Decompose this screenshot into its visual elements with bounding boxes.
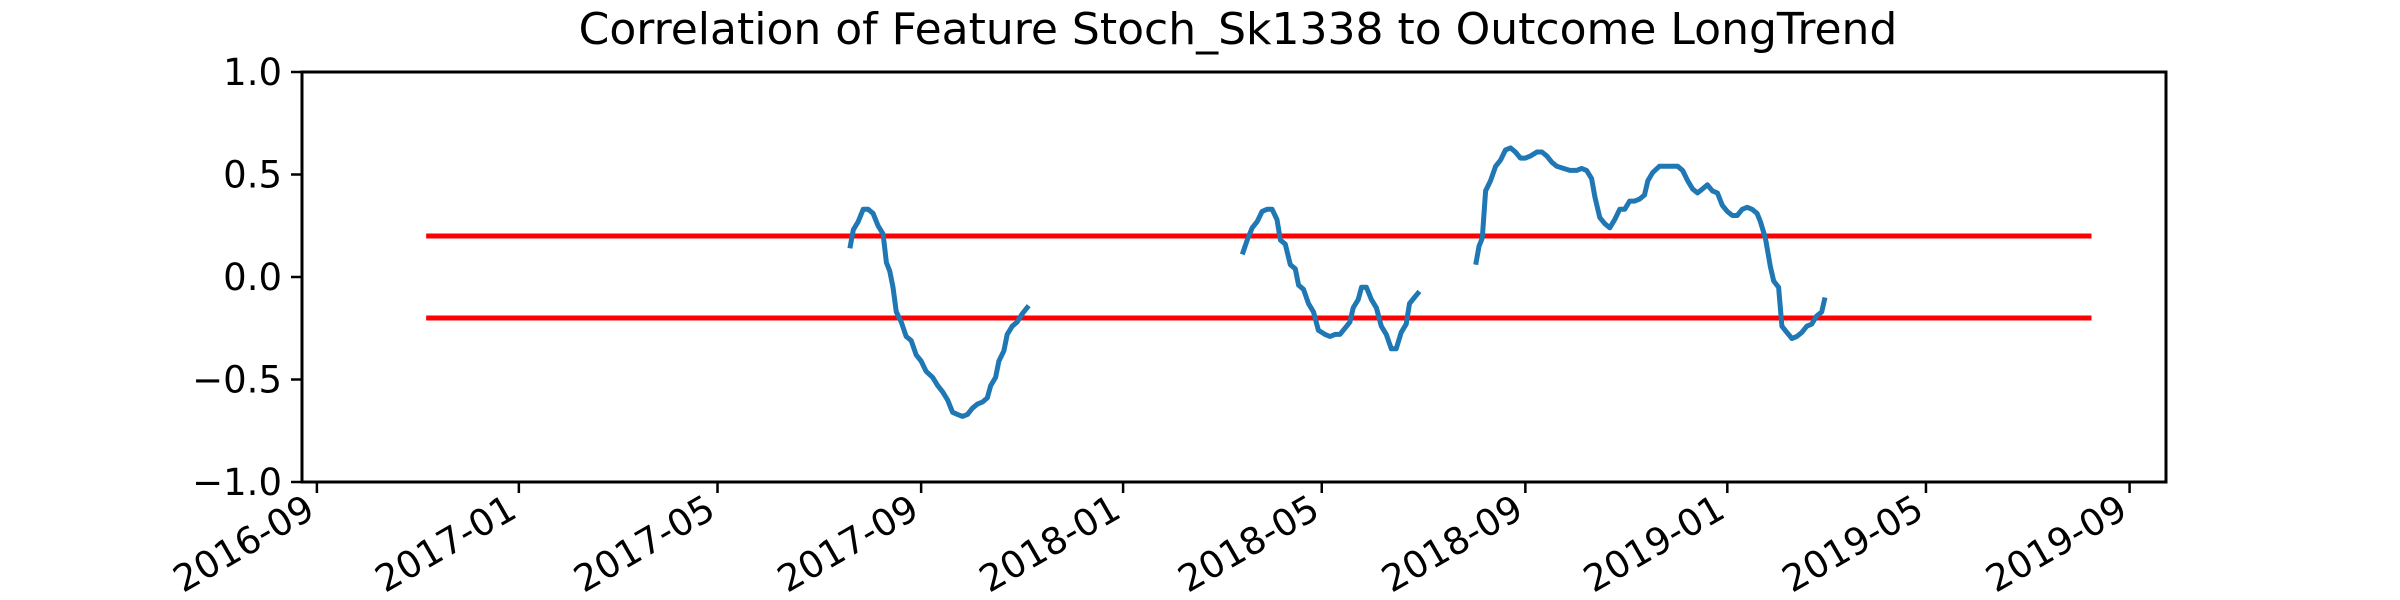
y-tick-label: 1.0 bbox=[223, 51, 282, 94]
y-tick-label: 0.5 bbox=[223, 154, 282, 197]
plot-lines bbox=[426, 145, 2092, 419]
y-tick-label: −1.0 bbox=[192, 461, 282, 504]
chart-title: Correlation of Feature Stoch_Sk1338 to O… bbox=[579, 4, 1898, 55]
y-tick-label: 0.0 bbox=[223, 256, 282, 299]
series-line-segment bbox=[1473, 145, 1828, 341]
y-tick-label: −0.5 bbox=[192, 359, 282, 402]
series-line-segment bbox=[847, 206, 1031, 419]
series-line-segment bbox=[1239, 206, 1422, 352]
